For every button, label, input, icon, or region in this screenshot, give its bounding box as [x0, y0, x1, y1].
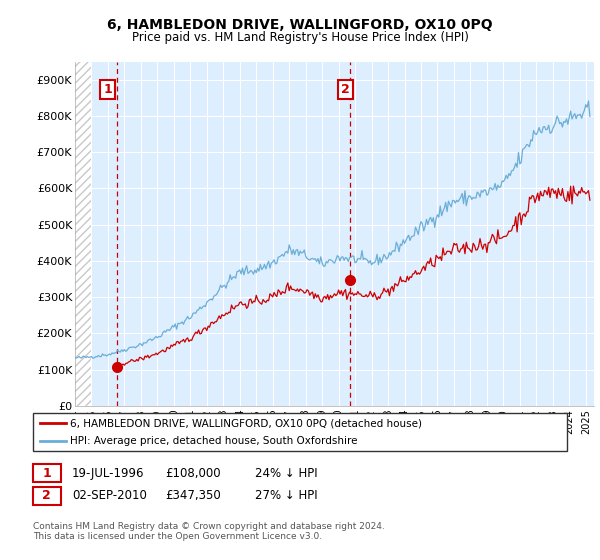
Text: 19-JUL-1996: 19-JUL-1996	[72, 466, 145, 480]
Text: HPI: Average price, detached house, South Oxfordshire: HPI: Average price, detached house, Sout…	[70, 436, 358, 446]
Text: Contains HM Land Registry data © Crown copyright and database right 2024.
This d: Contains HM Land Registry data © Crown c…	[33, 522, 385, 542]
Text: 27% ↓ HPI: 27% ↓ HPI	[255, 489, 317, 502]
Text: 6, HAMBLEDON DRIVE, WALLINGFORD, OX10 0PQ: 6, HAMBLEDON DRIVE, WALLINGFORD, OX10 0P…	[107, 18, 493, 32]
Text: 1: 1	[43, 466, 51, 480]
Text: £108,000: £108,000	[165, 466, 221, 480]
Text: £347,350: £347,350	[165, 489, 221, 502]
Text: Price paid vs. HM Land Registry's House Price Index (HPI): Price paid vs. HM Land Registry's House …	[131, 31, 469, 44]
Text: 02-SEP-2010: 02-SEP-2010	[72, 489, 147, 502]
Bar	[75, 62, 91, 406]
Text: 2: 2	[43, 489, 51, 502]
Text: 6, HAMBLEDON DRIVE, WALLINGFORD, OX10 0PQ (detached house): 6, HAMBLEDON DRIVE, WALLINGFORD, OX10 0P…	[70, 418, 422, 428]
Text: 24% ↓ HPI: 24% ↓ HPI	[255, 466, 317, 480]
Text: 1: 1	[104, 83, 112, 96]
Text: 2: 2	[341, 83, 350, 96]
